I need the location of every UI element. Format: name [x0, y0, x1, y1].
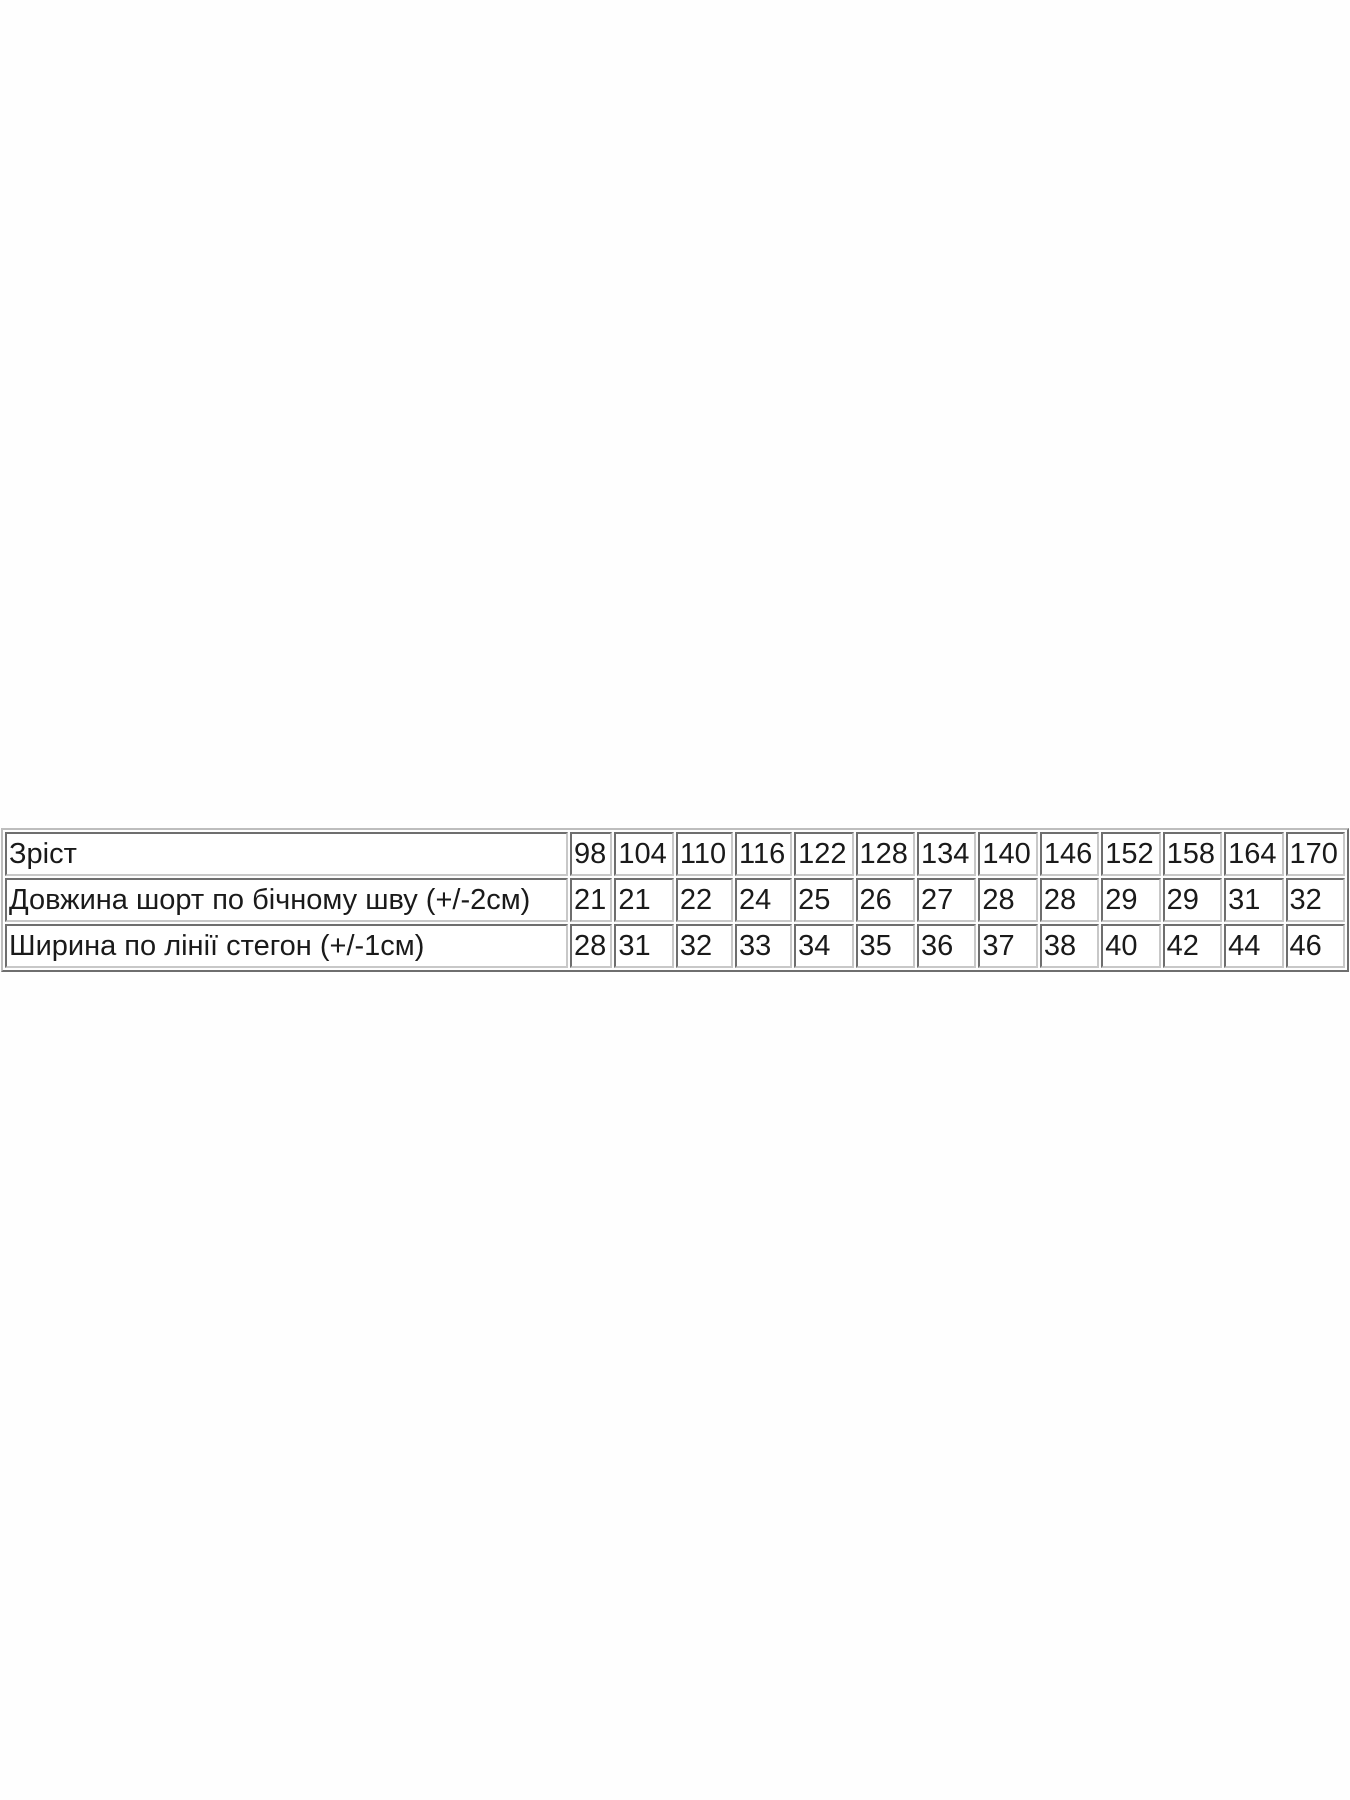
table-cell: 134 — [916, 832, 977, 876]
table-cell: 31 — [614, 924, 674, 968]
table-cell: 116 — [734, 832, 793, 876]
table-cell: 33 — [734, 924, 793, 968]
table-cell: 140 — [978, 832, 1038, 876]
table-cell: 28 — [978, 878, 1038, 922]
table-cell: 28 — [1039, 878, 1100, 922]
row-label: Зріст — [5, 832, 568, 876]
row-label: Довжина шорт по бічному шву (+/-2см) — [5, 878, 568, 922]
table-cell: 35 — [855, 924, 915, 968]
table-cell: 38 — [1039, 924, 1100, 968]
table-cell: 110 — [675, 832, 733, 876]
table-row: Зріст 98 104 110 116 122 128 134 140 146 152 158 164… — [5, 832, 1345, 876]
table-cell: 31 — [1224, 878, 1284, 922]
table-cell: 46 — [1285, 924, 1345, 968]
table-cell: 37 — [978, 924, 1038, 968]
table-cell: 29 — [1162, 878, 1223, 922]
table-cell: 34 — [794, 924, 854, 968]
row-label: Ширина по лінії стегон (+/-1см) — [5, 924, 568, 968]
table-cell: 128 — [855, 832, 915, 876]
table-cell: 27 — [916, 878, 977, 922]
table-cell: 28 — [570, 924, 613, 968]
table-cell: 25 — [794, 878, 854, 922]
table-cell: 26 — [855, 878, 915, 922]
table-cell: 40 — [1101, 924, 1161, 968]
table-cell: 170 — [1285, 832, 1345, 876]
table-cell: 98 — [570, 832, 613, 876]
table-row: Ширина по лінії стегон (+/-1см) 28 31 32 33 3… — [5, 924, 1345, 968]
table-cell: 122 — [794, 832, 854, 876]
table-cell: 32 — [1285, 878, 1345, 922]
table-cell: 164 — [1224, 832, 1284, 876]
size-chart-table: Зріст 98 104 110 116 122 128 134 140 146 152 158 164… — [1, 828, 1349, 972]
table-cell: 22 — [675, 878, 733, 922]
table-cell: 146 — [1039, 832, 1100, 876]
table-cell: 32 — [675, 924, 733, 968]
table-cell: 158 — [1162, 832, 1223, 876]
table-cell: 21 — [570, 878, 613, 922]
table-cell: 152 — [1101, 832, 1161, 876]
table-cell: 42 — [1162, 924, 1223, 968]
table-cell: 24 — [734, 878, 793, 922]
table-cell: 104 — [614, 832, 674, 876]
size-chart-body: Зріст 98 104 110 116 122 128 134 140 146 152 158 164… — [5, 832, 1345, 968]
table-cell: 44 — [1224, 924, 1284, 968]
table-cell: 21 — [614, 878, 674, 922]
table-cell: 29 — [1101, 878, 1161, 922]
table-cell: 36 — [916, 924, 977, 968]
table-row: Довжина шорт по бічному шву (+/-2см) 21 21… — [5, 878, 1345, 922]
